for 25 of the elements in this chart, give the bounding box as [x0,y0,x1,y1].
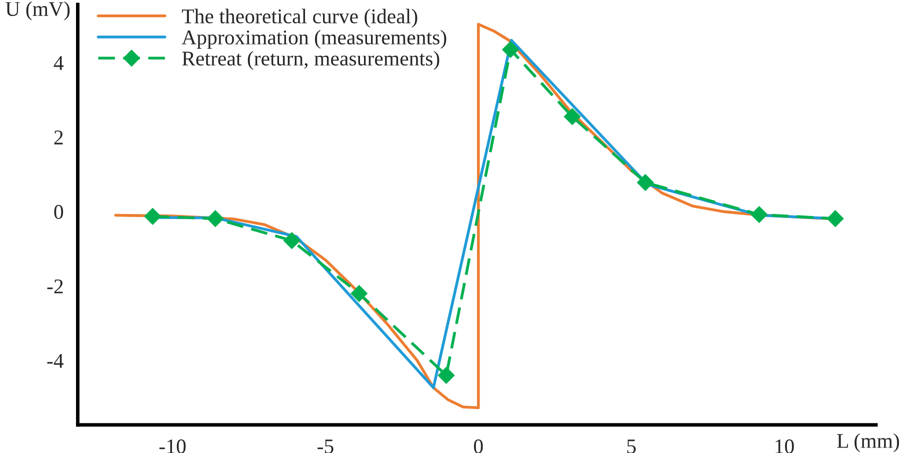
x-tick-label: -5 [318,440,334,453]
point [206,210,224,228]
x-axis-title: L (mm) [837,433,900,452]
point [564,108,581,125]
y-tick-label: -4 [47,354,64,368]
y-tick-label: 2 [54,130,63,144]
point [144,208,162,225]
point [502,41,519,58]
y-tick-label: 4 [54,56,64,70]
point [283,232,300,249]
point [350,285,368,302]
point [750,206,768,223]
point [637,174,654,191]
point [826,210,844,228]
legend-label: The theoretical curve (ideal) [182,8,418,28]
x-tick-label: 0 [474,439,483,453]
x-tick-label: 10 [776,439,794,453]
y-axis-title: U (mV) [6,1,70,20]
legend-label: Approximation (measurements) [182,30,446,49]
y-tick-label: -2 [47,279,63,294]
legend-label: Retreat (return, measurements) [182,50,440,70]
point [438,367,455,384]
x-tick-label: -10 [159,439,186,453]
y-tick-label: 0 [54,204,64,219]
x-tick-label: 5 [627,440,636,453]
